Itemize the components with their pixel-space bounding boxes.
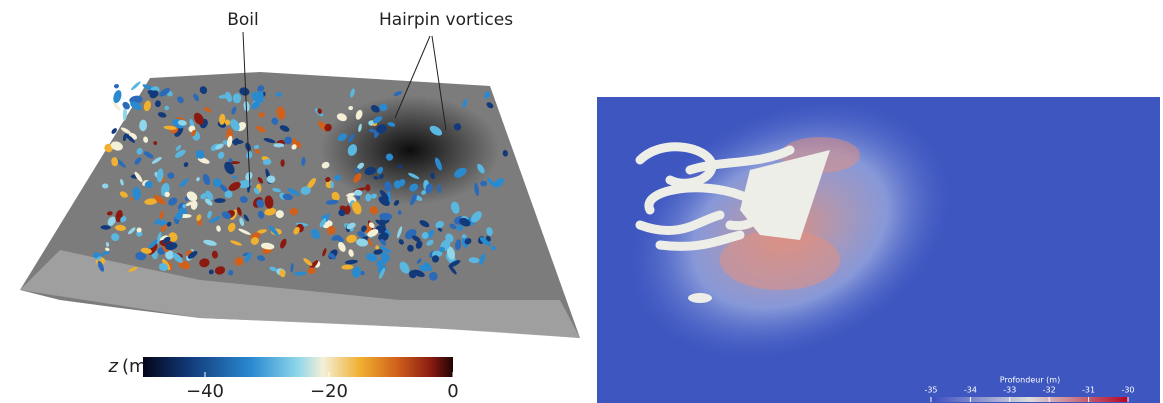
colorbar-symbol: z (108, 356, 119, 377)
tick-label: -30 (1121, 386, 1134, 395)
tick-label: -31 (1082, 386, 1095, 395)
tick-label: -33 (1003, 386, 1016, 395)
tick-label: -35 (924, 386, 937, 395)
vortex (130, 80, 142, 91)
vortex (231, 140, 243, 144)
annotation: Hairpin vortices (379, 10, 513, 30)
colorbar (931, 397, 1128, 402)
tick-label: -32 (1043, 386, 1056, 395)
tick-label: 0 (447, 381, 458, 402)
annotation: Boil (227, 10, 259, 30)
vortex-blob (688, 293, 712, 303)
vortex (379, 213, 392, 220)
tick-label: −40 (186, 381, 224, 402)
tick-label: −20 (310, 381, 348, 402)
colorbar-label: Profondeur (m) (1000, 376, 1060, 385)
tick-label: -34 (964, 386, 977, 395)
colorbar (143, 357, 453, 377)
vortex (281, 159, 285, 167)
vortex (114, 83, 120, 88)
vortex (438, 184, 442, 193)
right-render: Profondeur (m) -35 -34 -33 -32 -31 -30 (585, 49, 1160, 403)
figure: Boil Hairpin vortices z (m) −40−200 Prof… (0, 0, 1163, 403)
